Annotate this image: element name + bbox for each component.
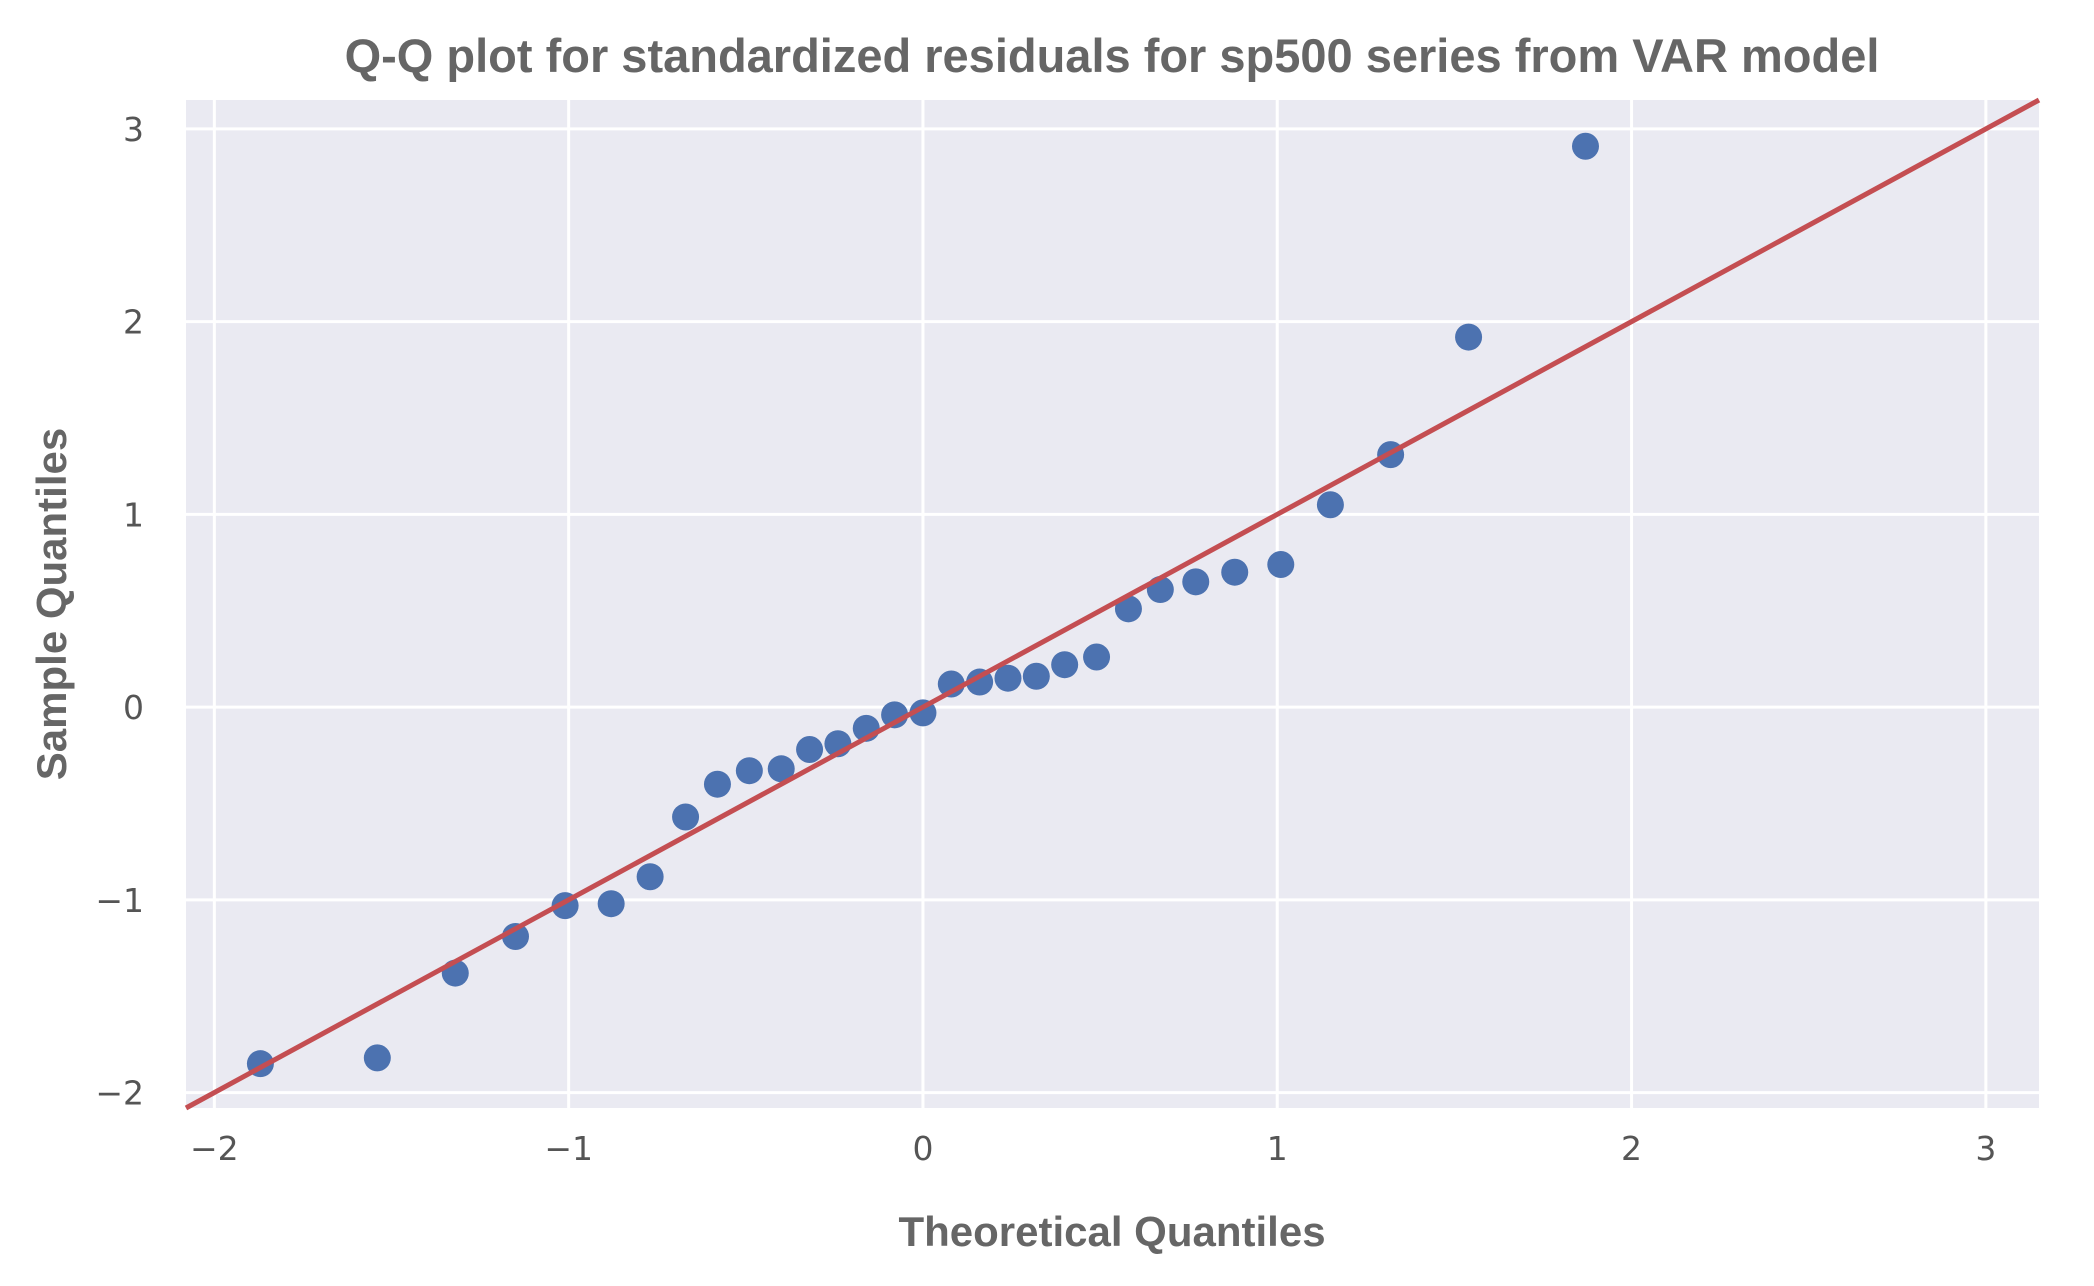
y-axis-label: Sample Quantiles xyxy=(28,428,75,780)
y-gridlines xyxy=(186,127,2039,1095)
x-tick-label: 0 xyxy=(912,1129,933,1168)
x-tick-label: 2 xyxy=(1621,1129,1642,1168)
data-point xyxy=(703,770,731,798)
data-point xyxy=(994,664,1022,692)
data-point xyxy=(1083,643,1111,671)
data-point xyxy=(1051,651,1079,679)
y-tick-label: −2 xyxy=(95,1074,144,1113)
y-tick-label: −1 xyxy=(95,881,144,920)
x-tick-label: 1 xyxy=(1267,1129,1288,1168)
data-point xyxy=(735,757,763,785)
y-tick-labels: −2 −1 0 1 2 3 xyxy=(95,110,144,1113)
reference-line-group xyxy=(184,97,2041,1111)
data-point xyxy=(1316,491,1344,519)
data-point xyxy=(1221,558,1249,586)
data-point xyxy=(1455,323,1483,351)
data-point xyxy=(796,736,824,764)
y-tick-label: 0 xyxy=(123,688,144,727)
data-point xyxy=(636,863,664,891)
data-point xyxy=(1114,595,1142,623)
reference-line xyxy=(184,97,2041,1111)
x-tick-label: −1 xyxy=(544,1129,593,1168)
x-gridlines xyxy=(212,100,1988,1108)
y-tick-label: 1 xyxy=(123,495,144,534)
data-point xyxy=(672,803,700,831)
data-point xyxy=(1022,662,1050,690)
chart-title: Q-Q plot for standardized residuals for … xyxy=(345,29,1880,82)
x-tick-label: 3 xyxy=(1975,1129,1996,1168)
x-tick-label: −2 xyxy=(190,1129,239,1168)
data-point xyxy=(1267,550,1295,578)
data-points xyxy=(246,132,1599,1078)
y-tick-label: 2 xyxy=(123,303,144,342)
data-point xyxy=(597,890,625,918)
data-point xyxy=(1571,132,1599,160)
y-tick-label: 3 xyxy=(123,110,144,149)
data-point xyxy=(1182,568,1210,596)
x-tick-labels: −2 −1 0 1 2 3 xyxy=(190,1129,1996,1168)
data-point xyxy=(363,1044,391,1072)
data-point xyxy=(767,755,795,783)
x-axis-label: Theoretical Quantiles xyxy=(898,1208,1325,1255)
